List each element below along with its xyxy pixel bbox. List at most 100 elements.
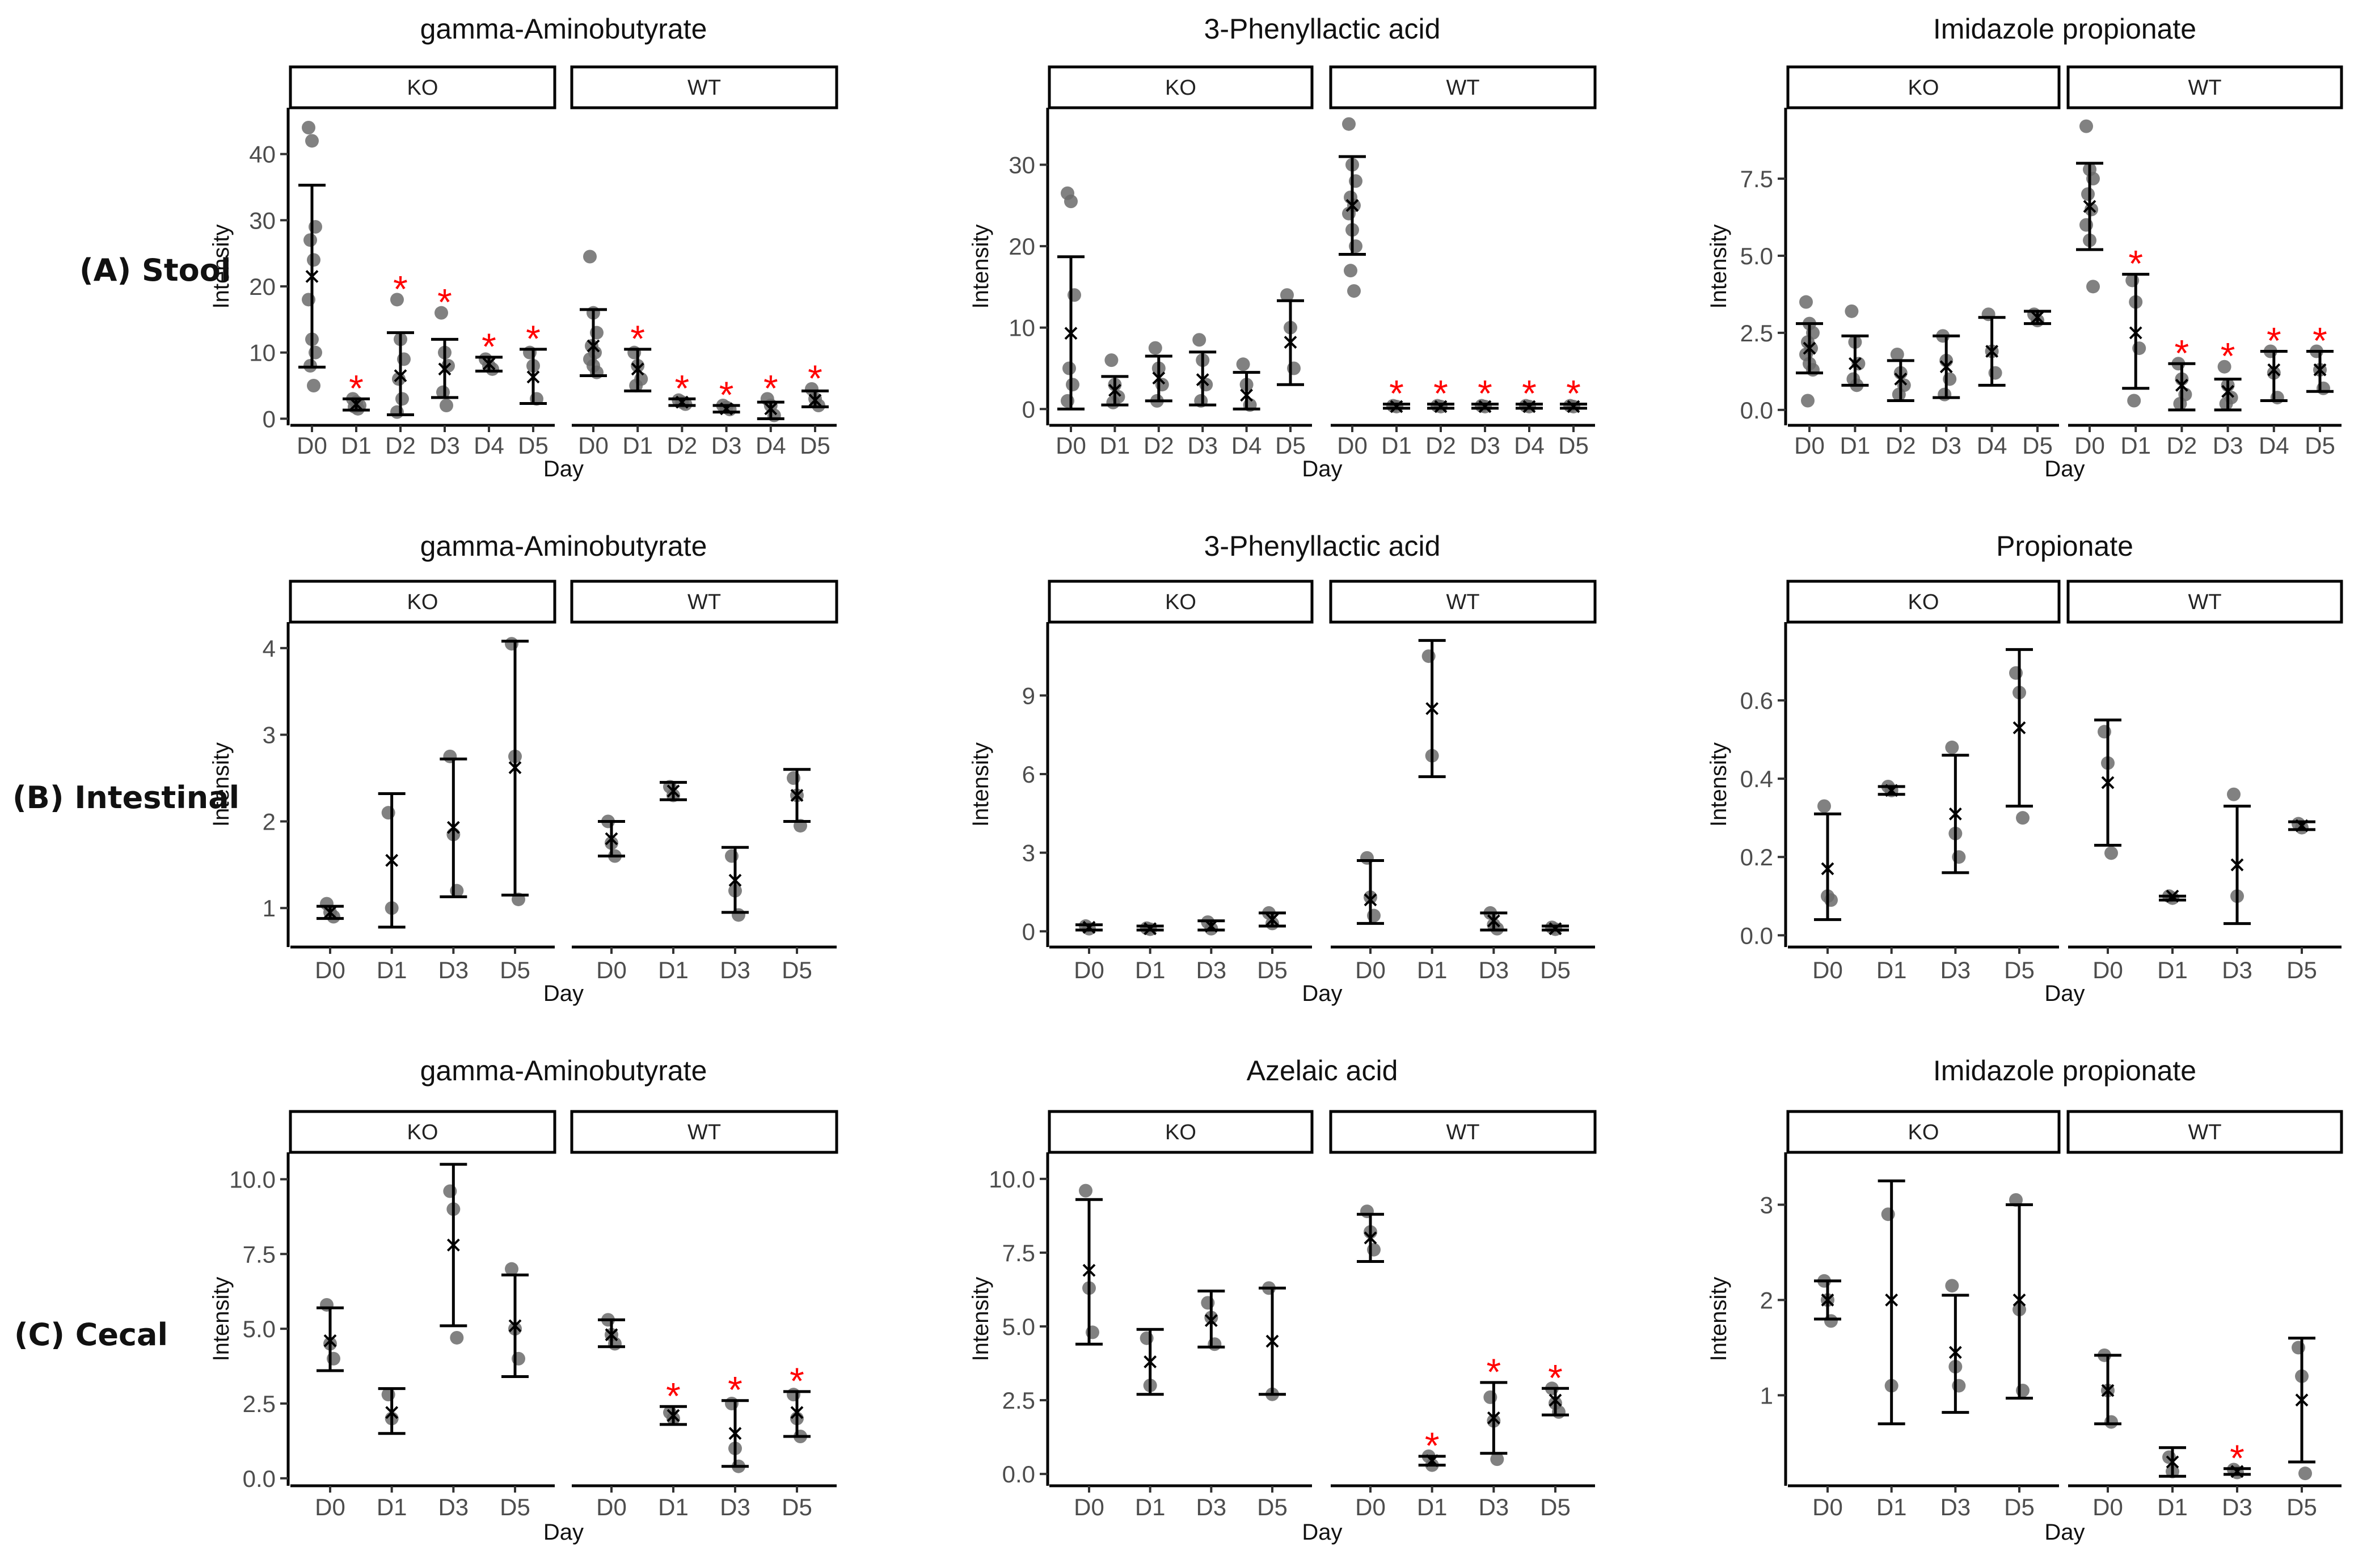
data-point (440, 399, 453, 412)
y-tick-label: 40 (249, 141, 276, 168)
x-tick-label: D5 (1257, 957, 1288, 983)
x-tick-label: D3 (429, 432, 460, 459)
mean-marker (2031, 311, 2044, 324)
x-tick-label: D1 (658, 1494, 689, 1520)
chart-1: 3-Phenyllactic acid0102030IntensityDayKO… (968, 13, 1597, 481)
x-tick-label: D0 (315, 1494, 345, 1520)
significance-star: * (2221, 335, 2235, 377)
significance-star: * (393, 268, 408, 310)
data-point (1148, 341, 1162, 355)
mean-marker (1885, 1293, 1899, 1307)
facet-strip (1786, 580, 2061, 624)
y-tick-label: 0.4 (1740, 766, 1773, 792)
significance-star: * (808, 357, 822, 399)
mean-marker (2295, 1393, 2309, 1407)
x-tick-label: D3 (2222, 957, 2252, 983)
x-axis-label: Day (1302, 981, 1342, 1006)
facet-ko: KO D0 D1 D3 D5 (289, 1110, 556, 1520)
mean-marker (790, 789, 804, 802)
facet-strip (1329, 1110, 1597, 1154)
mean-marker (526, 370, 540, 384)
mean-marker (1364, 1231, 1377, 1245)
facet-strip-label: WT (2188, 76, 2221, 100)
mean-marker (323, 1334, 337, 1347)
significance-star: * (630, 318, 645, 360)
x-axis-label: Day (543, 1520, 584, 1545)
data-point (307, 379, 320, 392)
x-tick-label: D0 (315, 957, 345, 983)
mean-marker (1204, 919, 1218, 933)
facet-strip-label: WT (1446, 590, 1479, 614)
facet-strip-label: KO (1908, 76, 1939, 100)
mean-marker (508, 1319, 522, 1333)
mean-marker (1487, 1411, 1500, 1425)
x-tick-label: D5 (782, 1494, 812, 1520)
significance-star: * (1522, 373, 1537, 415)
x-axis-label: Day (1302, 457, 1342, 481)
chart-5: Propionate 0.0 0.2 0.4 0.6 Intensity Day KO D0 D1… (1706, 530, 2343, 1006)
mean-marker (1821, 862, 1834, 876)
data-point (2227, 787, 2241, 801)
x-tick-label: D0 (578, 432, 609, 459)
data-point (1104, 353, 1119, 367)
x-tick-label: D4 (2259, 432, 2289, 459)
row-label-intestinal: (B) Intestinal (12, 780, 239, 815)
data-point (302, 121, 315, 134)
data-point (392, 372, 406, 386)
mean-marker (438, 362, 452, 376)
mean-marker (1390, 400, 1403, 413)
data-point (303, 233, 317, 247)
mean-marker (1425, 1454, 1439, 1468)
facet-wt: WT D0 D1 * D3 * D5 * (1329, 1110, 1597, 1520)
chart-6: gamma-Aminobutyrate 0.0 2.5 5.0 7.5 10.0 Inten… (209, 1055, 838, 1545)
x-tick-label: D5 (2004, 1494, 2035, 1520)
y-tick-label: 30 (249, 207, 276, 234)
x-tick-label: D1 (1876, 1494, 1907, 1520)
x-tick-label: D5 (2286, 957, 2317, 983)
significance-star: * (2267, 320, 2281, 362)
mean-marker (1478, 400, 1492, 413)
x-tick-label: D0 (2092, 1494, 2123, 1520)
x-tick-label: D2 (2167, 432, 2197, 459)
mean-marker (1487, 914, 1500, 928)
facet-wt: WT D0 D1 * D2 * D3 * D4 * D5 * (570, 65, 838, 459)
mean-marker (508, 761, 522, 775)
data-point (1845, 304, 1859, 318)
data-point (1106, 395, 1120, 409)
x-tick-label: D0 (596, 1494, 627, 1520)
significance-star: * (1425, 1425, 1440, 1466)
x-axis-label: Day (2044, 457, 2085, 481)
mean-marker (2101, 1384, 2115, 1397)
mean-marker (2175, 378, 2188, 392)
data-point (2079, 119, 2093, 133)
data-point (629, 379, 643, 392)
facet-ko: KO D0 D1 D2 D3 D4 D5 (1048, 65, 1314, 459)
data-point (1938, 387, 1952, 401)
y-axis-label: Intensity (1706, 225, 1731, 309)
mean-marker (666, 1409, 680, 1422)
y-tick-label: 2 (1760, 1287, 1773, 1313)
x-tick-label: D1 (1840, 432, 1871, 459)
mean-marker (2267, 363, 2281, 377)
x-tick-label: D4 (1977, 432, 2007, 459)
x-tick-label: D0 (2074, 432, 2105, 459)
mean-marker (790, 1406, 804, 1419)
data-point (1342, 117, 1356, 131)
mean-marker (675, 395, 689, 409)
significance-star: * (666, 1375, 681, 1417)
x-tick-label: D2 (385, 432, 416, 459)
x-tick-label: D3 (1196, 957, 1226, 983)
chart-title: Propionate (1996, 530, 2133, 562)
y-axis-label: Intensity (1706, 1277, 1731, 1362)
data-point (1066, 378, 1079, 392)
facet-strip-label: WT (1446, 76, 1479, 100)
y-tick-label: 0.2 (1740, 844, 1773, 870)
y-tick-label: 9 (1022, 682, 1035, 709)
x-tick-label: D0 (1355, 1494, 1386, 1520)
mean-marker (728, 873, 742, 887)
x-tick-label: D2 (1144, 432, 1174, 459)
mean-marker (1821, 1293, 1834, 1307)
y-tick-label: 0.0 (1740, 922, 1773, 949)
y-tick-label: 6 (1022, 761, 1035, 788)
mean-marker (349, 398, 363, 411)
